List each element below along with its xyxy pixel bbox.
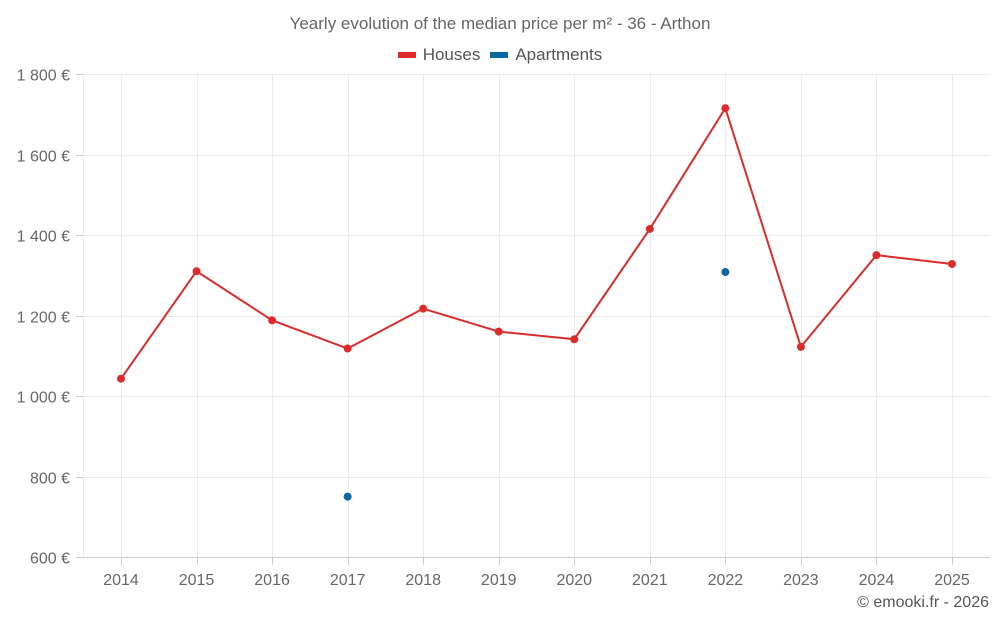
- x-tick-label: 2025: [934, 572, 970, 589]
- x-tick-label: 2017: [330, 572, 366, 589]
- data-point-houses[interactable]: [192, 267, 201, 276]
- y-tick-label: 1 200 €: [17, 310, 70, 327]
- data-point-houses[interactable]: [948, 259, 956, 268]
- data-point-houses[interactable]: [645, 224, 654, 233]
- data-point-houses[interactable]: [570, 335, 579, 344]
- legend-item-apartments[interactable]: Apartments: [490, 45, 602, 65]
- legend-label-apartments: Apartments: [515, 45, 603, 64]
- x-tick-label: 2016: [254, 572, 290, 589]
- x-tick-label: 2015: [179, 572, 215, 589]
- x-tick-label: 2014: [103, 572, 139, 589]
- x-tick-label: 2018: [405, 572, 441, 589]
- legend-item-houses[interactable]: Houses: [397, 45, 481, 65]
- y-tick-label: 1 800 €: [17, 68, 70, 85]
- y-tick-label: 600 €: [30, 551, 70, 568]
- legend-swatch-apartments: [490, 52, 509, 58]
- x-tick-label: 2021: [632, 572, 668, 589]
- series-layer: [117, 104, 956, 501]
- data-point-houses[interactable]: [343, 344, 352, 353]
- series-line-houses: [120, 107, 953, 380]
- data-point-houses[interactable]: [494, 327, 503, 336]
- legend: Houses Apartments: [0, 45, 1000, 65]
- x-tick-label: 2023: [783, 572, 819, 589]
- data-point-houses[interactable]: [268, 316, 277, 325]
- y-tick-label: 800 €: [30, 471, 70, 488]
- grid-lines: [83, 74, 990, 558]
- credits-link[interactable]: © emooki.fr - 2026: [857, 594, 989, 611]
- data-point-houses[interactable]: [419, 304, 428, 313]
- x-tick-label: 2019: [481, 572, 517, 589]
- data-point-apartments[interactable]: [343, 492, 352, 501]
- x-tick-label: 2020: [556, 572, 592, 589]
- y-tick-label: 1 400 €: [17, 229, 70, 246]
- data-point-houses[interactable]: [872, 251, 881, 260]
- data-point-apartments[interactable]: [721, 268, 730, 277]
- y-tick-label: 1 600 €: [17, 149, 70, 166]
- y-tick-label: 1 000 €: [17, 390, 70, 407]
- data-point-houses[interactable]: [721, 104, 730, 113]
- x-tick-label: 2024: [859, 572, 895, 589]
- x-tick-label: 2022: [708, 572, 744, 589]
- data-point-houses[interactable]: [796, 342, 805, 351]
- legend-label-houses: Houses: [422, 45, 481, 64]
- chart-title: Yearly evolution of the median price per…: [289, 14, 711, 33]
- data-point-houses[interactable]: [117, 374, 125, 383]
- legend-swatch-houses: [397, 52, 416, 58]
- axes: 600 € 800 € 1 000 € 1 200 € 1 400 € 1 600 € 1 …: [17, 68, 970, 590]
